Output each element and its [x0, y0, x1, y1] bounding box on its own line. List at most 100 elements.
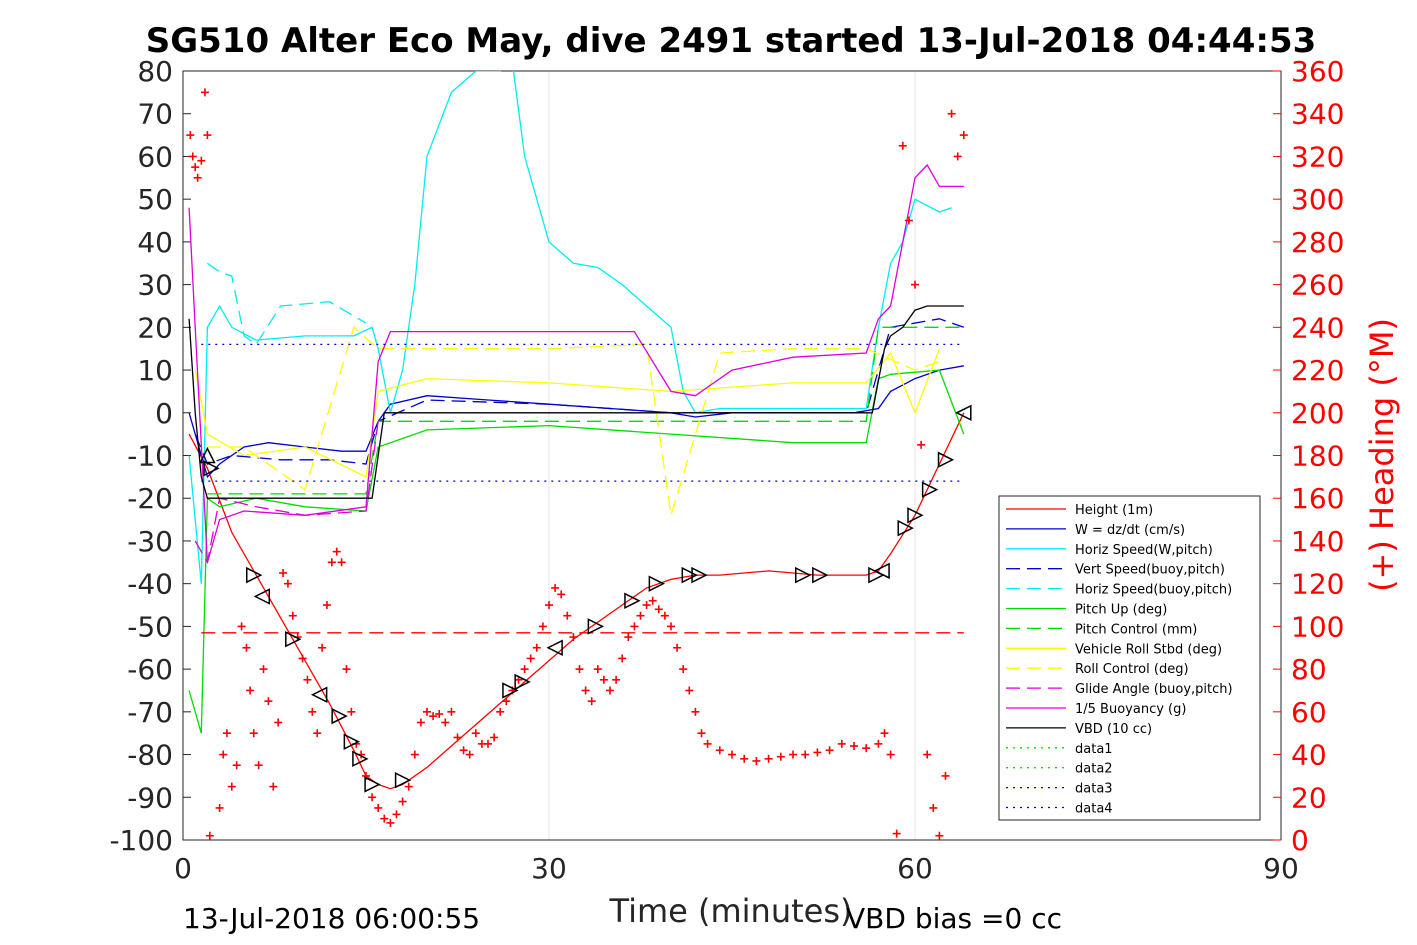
direction-marker — [502, 682, 519, 699]
heading-point — [929, 803, 938, 812]
heading-point — [606, 686, 614, 695]
heading-point — [219, 750, 228, 759]
direction-marker — [897, 519, 914, 537]
heading-point — [429, 712, 438, 721]
y-tick-label-left: -10 — [127, 440, 173, 473]
y-tick-label-right: 140 — [1291, 525, 1344, 558]
heading-point — [423, 707, 431, 716]
legend-label: Vert Speed(buoy,pitch) — [1075, 563, 1225, 578]
heading-point — [484, 739, 492, 748]
series-line-vbd-10-cc — [188, 305, 964, 499]
y-tick-label-left: -50 — [127, 610, 173, 643]
series-line-w-dz-dt-cm-s — [188, 365, 964, 479]
legend-label: Horiz Speed(buoy,pitch) — [1075, 583, 1232, 598]
legend-label: Roll Control (deg) — [1075, 662, 1189, 677]
direction-marker — [364, 776, 381, 793]
legend-label: Pitch Control (mm) — [1075, 622, 1197, 637]
heading-point — [441, 718, 450, 727]
heading-point — [318, 643, 327, 652]
series-line-pitch-control-mm — [207, 326, 964, 495]
y-tick-label-left: 20 — [137, 311, 173, 344]
heading-point — [246, 686, 255, 695]
heading-point — [222, 729, 231, 738]
heading-point — [279, 568, 288, 577]
y-tick-label-right: 80 — [1291, 653, 1327, 686]
series-line-horiz-speed-w-pitch — [188, 71, 952, 584]
direction-marker — [681, 566, 698, 584]
heading-point — [911, 280, 919, 289]
chart-title: SG510 Alter Eco May, dive 2491 started 1… — [146, 21, 1317, 61]
heading-point — [416, 718, 425, 727]
heading-point — [254, 761, 263, 770]
y-tick-label-right: 340 — [1291, 98, 1344, 131]
legend-label: data2 — [1075, 762, 1113, 777]
y-tick-label-right: 260 — [1291, 269, 1344, 302]
heading-point — [679, 665, 688, 674]
y-tick-label-left: -90 — [127, 781, 173, 814]
direction-marker — [648, 575, 666, 592]
heading-point — [892, 829, 901, 838]
heading-point — [227, 782, 236, 791]
heading-point — [947, 109, 956, 118]
y-tick-label-right: 200 — [1291, 397, 1344, 430]
direction-marker — [691, 566, 708, 584]
y-tick-label-left: -80 — [127, 739, 173, 772]
heading-point — [332, 547, 341, 556]
direction-marker — [812, 566, 829, 584]
heading-point — [880, 729, 889, 738]
heading-point — [215, 803, 224, 812]
series-line-pitch-up-deg — [188, 369, 965, 734]
y-tick-label-right: 40 — [1291, 739, 1327, 772]
heading-point — [193, 173, 202, 182]
heading-point — [917, 440, 926, 449]
heading-point — [392, 810, 401, 819]
direction-marker — [937, 451, 955, 468]
y-tick-label-left: 30 — [137, 269, 173, 302]
heading-point — [502, 697, 511, 706]
y-tick-label-right: 60 — [1291, 696, 1327, 729]
heading-point — [327, 558, 336, 567]
heading-point — [203, 131, 212, 140]
y-tick-label-left: 40 — [137, 226, 173, 259]
y-axis-right-label: (+) Heading (°M) — [1363, 318, 1401, 592]
heading-point — [941, 771, 950, 780]
direction-marker — [331, 707, 348, 725]
heading-point — [303, 675, 312, 684]
heading-point — [850, 742, 858, 751]
heading-point — [551, 583, 560, 592]
heading-point — [398, 797, 407, 806]
y-tick-label-right: 20 — [1291, 781, 1327, 814]
heading-point — [630, 622, 639, 631]
direction-marker — [587, 618, 605, 635]
heading-point — [636, 611, 645, 620]
heading-point — [904, 216, 913, 225]
heading-point — [685, 686, 694, 695]
heading-point — [728, 750, 736, 759]
heading-point — [898, 141, 907, 150]
heading-point — [545, 601, 553, 610]
heading-point — [538, 622, 547, 631]
direction-marker — [795, 566, 812, 584]
heading-point — [703, 739, 712, 748]
heading-point — [186, 131, 195, 140]
y-tick-label-left: 60 — [137, 140, 173, 173]
heading-point — [593, 665, 602, 674]
legend-label: Glide Angle (buoy,pitch) — [1075, 682, 1233, 697]
heading-point — [837, 739, 846, 748]
legend-label: Horiz Speed(W,pitch) — [1075, 543, 1213, 558]
heading-point — [691, 707, 700, 716]
heading-point — [435, 709, 444, 718]
heading-point — [242, 643, 251, 652]
legend-box — [998, 495, 1261, 821]
y-tick-label-left: -30 — [127, 525, 173, 558]
series-line-vehicle-roll-stbd-deg — [194, 348, 941, 478]
heading-point — [298, 654, 307, 663]
y-tick-label-left: 0 — [155, 397, 173, 430]
footer-vbd-bias: VBD bias =0 cc — [846, 902, 1062, 935]
heading-point — [654, 605, 663, 614]
y-tick-label-left: 10 — [137, 354, 173, 387]
legend-label: Height (1m) — [1075, 503, 1153, 518]
heading-point — [715, 746, 724, 755]
y-tick-label-left: 50 — [137, 183, 173, 216]
heading-point — [347, 707, 356, 716]
